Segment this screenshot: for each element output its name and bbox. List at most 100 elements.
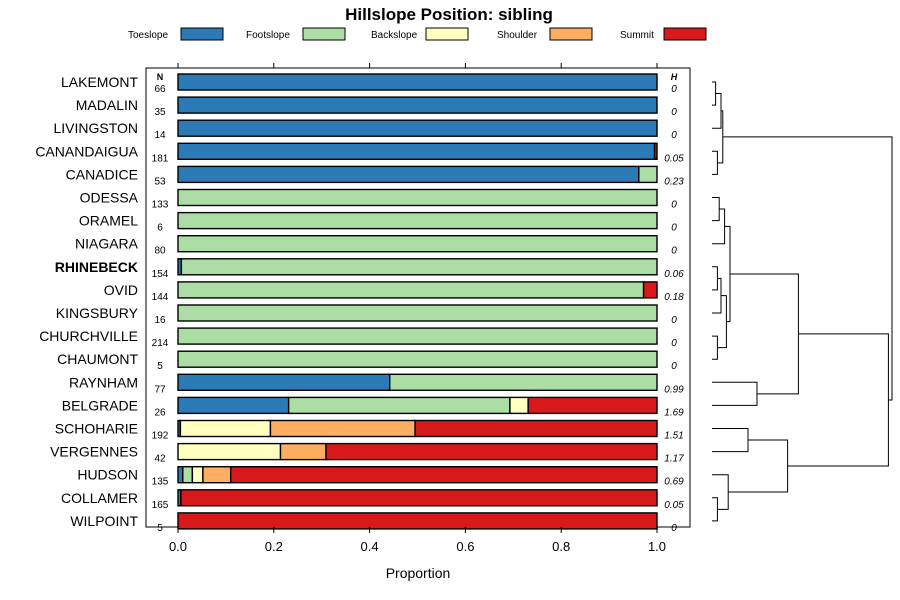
bar-segment-shoulder xyxy=(202,466,232,484)
row-h-value: 0.69 xyxy=(664,477,684,488)
dendrogram-branch xyxy=(717,110,724,164)
row-h-value: 0.06 xyxy=(664,269,684,280)
row-label: CANADICE xyxy=(66,166,138,182)
dendrogram-branch xyxy=(724,225,731,323)
row-n-value: 42 xyxy=(154,454,166,465)
bar-segment-footslope xyxy=(177,304,658,322)
bar-segment-summit xyxy=(527,396,658,415)
row-label: COLLAMER xyxy=(61,490,138,506)
row-n-value: 181 xyxy=(152,153,169,164)
bar-segment-footslope xyxy=(638,165,658,184)
legend-swatch-summit xyxy=(663,27,707,41)
row-label: RAYNHAM xyxy=(69,374,138,390)
bar-segment-footslope xyxy=(177,188,658,207)
row-h-value: 1.51 xyxy=(664,431,683,442)
row-h-value: 0 xyxy=(671,246,677,257)
dendrogram-branch xyxy=(712,277,722,314)
x-axis-label: Proportion xyxy=(386,565,451,581)
x-tick-label: 0.4 xyxy=(361,539,379,554)
bar-segment-toeslope xyxy=(177,96,658,114)
row-h-value: 1.17 xyxy=(664,454,684,465)
legend: Toeslope Footslope Backslope Shoulder Summit xyxy=(128,27,707,41)
dendrogram-branch xyxy=(712,474,729,510)
row-h-value: 0.05 xyxy=(664,153,684,164)
row-h-value: 0 xyxy=(671,107,677,118)
bar-segment-backslope xyxy=(177,442,282,461)
chart-rows: LAKEMONT 66 0 MADALIN 35 0 LIVINGSTON 14 0 CANAND… xyxy=(35,73,684,534)
bar-segment-summit xyxy=(180,489,658,507)
dendrogram-branch xyxy=(712,208,726,245)
row-n-value: 26 xyxy=(154,407,166,418)
dendrogram-branch xyxy=(712,381,758,406)
row-n-value: 66 xyxy=(154,84,166,95)
dendrogram-branch xyxy=(712,335,718,360)
legend-label-summit: Summit xyxy=(620,30,654,41)
x-tick-label: 0.6 xyxy=(456,539,474,554)
row-h-value: 0 xyxy=(671,84,677,95)
legend-label-backslope: Backslope xyxy=(371,30,418,41)
dendrogram-branch xyxy=(787,333,889,467)
row-h-value: 0.23 xyxy=(664,176,684,187)
row-n-value: 5 xyxy=(157,361,163,372)
row-label: BELGRADE xyxy=(62,397,138,413)
dendrogram-branch xyxy=(712,197,720,222)
bar-segment-summit xyxy=(653,142,658,161)
row-h-value: 0 xyxy=(671,338,677,349)
bar-segment-footslope xyxy=(182,466,194,484)
row-n-value: 77 xyxy=(154,384,166,395)
row-label: LIVINGSTON xyxy=(53,120,138,136)
row-n-value: 80 xyxy=(154,246,166,257)
n-column-header: N xyxy=(157,72,164,82)
row-label: NIAGARA xyxy=(75,236,139,252)
row-label: CANANDAIGUA xyxy=(35,143,138,159)
row-n-value: 192 xyxy=(152,431,169,442)
legend-label-toeslope: Toeslope xyxy=(128,30,168,41)
row-n-value: 6 xyxy=(157,223,163,234)
row-n-value: 133 xyxy=(152,200,169,211)
dendrogram-branch xyxy=(712,266,718,291)
row-n-value: 35 xyxy=(154,107,166,118)
row-h-value: 0 xyxy=(671,200,677,211)
bar-segment-footslope xyxy=(177,281,645,299)
x-tick-label: 0.0 xyxy=(169,539,187,554)
bar-segment-summit xyxy=(325,442,658,461)
row-label: WILPOINT xyxy=(70,513,138,529)
bar-segment-toeslope xyxy=(177,373,391,391)
row-h-value: 0.99 xyxy=(664,384,684,395)
bar-segment-backslope xyxy=(179,419,272,438)
bar-segment-backslope xyxy=(509,396,529,415)
row-n-value: 14 xyxy=(154,130,166,141)
bar-segment-footslope xyxy=(177,350,658,368)
x-axis: 0.0 0.2 0.4 0.6 0.8 1.0 xyxy=(169,527,666,554)
bar-segment-footslope xyxy=(177,211,658,230)
row-n-value: 165 xyxy=(152,500,169,511)
row-label: VERGENNES xyxy=(50,444,138,460)
dendrogram-branch xyxy=(712,150,718,175)
row-label: SCHOHARIE xyxy=(55,421,138,437)
row-label: RHINEBECK xyxy=(55,259,138,275)
x-tick-label: 1.0 xyxy=(648,539,666,554)
bar-segment-summit xyxy=(642,281,658,299)
row-label: KINGSBURY xyxy=(56,305,139,321)
dendrogram-branch xyxy=(712,93,722,129)
row-h-value: 0.18 xyxy=(664,292,684,303)
bar-segment-summit xyxy=(414,419,658,438)
row-n-value: 16 xyxy=(154,315,166,326)
dendrogram xyxy=(712,81,893,522)
row-h-value: 1.69 xyxy=(664,407,684,418)
bar-segment-footslope xyxy=(287,396,511,415)
dendrogram-branch xyxy=(722,136,893,401)
bar-segment-footslope xyxy=(177,327,658,345)
legend-swatch-footslope xyxy=(302,27,346,41)
row-label: OVID xyxy=(104,282,138,298)
bar-segment-footslope xyxy=(180,258,658,276)
dendrogram-branch xyxy=(712,81,717,106)
h-column-header: H xyxy=(671,72,678,82)
top-axis-ticks xyxy=(177,63,658,68)
row-label: CHURCHVILLE xyxy=(39,328,138,344)
row-h-value: 0 xyxy=(671,523,677,534)
bar-segment-toeslope xyxy=(177,142,656,161)
x-tick-label: 0.8 xyxy=(552,539,570,554)
row-label: ORAMEL xyxy=(79,213,138,229)
legend-swatch-backslope xyxy=(425,27,469,41)
